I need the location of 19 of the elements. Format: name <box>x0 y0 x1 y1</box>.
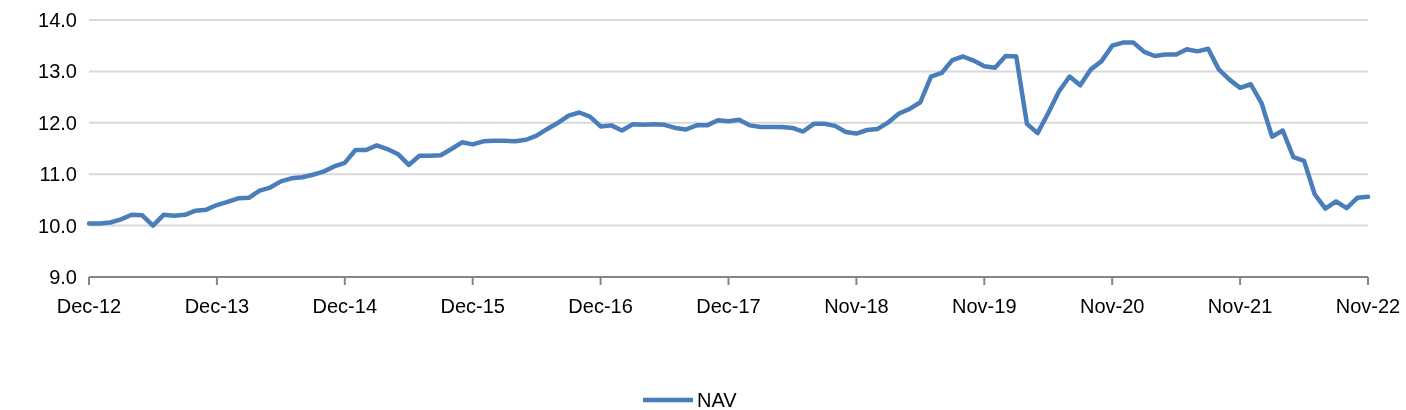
x-tick-label: Dec-15 <box>440 295 505 317</box>
y-tick-label: 12.0 <box>38 111 77 134</box>
x-tick-label: Dec-17 <box>696 295 761 317</box>
y-tick-label: 14.0 <box>38 9 77 31</box>
x-tick-label: Nov-21 <box>1207 295 1273 317</box>
x-tick-label: Dec-16 <box>568 295 633 317</box>
y-tick-label: 9.0 <box>49 266 77 288</box>
y-tick-label: 11.0 <box>39 163 77 186</box>
legend-label: NAV <box>697 389 738 410</box>
x-tick-label: Nov-20 <box>1079 295 1145 317</box>
line-series <box>86 40 1371 228</box>
x-tick-label: Nov-22 <box>1335 295 1401 317</box>
x-tick-label: Dec-12 <box>56 295 122 317</box>
x-tick-label: Dec-14 <box>312 295 378 317</box>
x-tick-label: Nov-18 <box>824 295 889 317</box>
x-tick-label: Dec-13 <box>184 295 250 317</box>
y-tick-label: 10.0 <box>38 214 77 237</box>
y-tick-label: 13.0 <box>38 60 77 83</box>
x-tick-label: Nov-19 <box>952 295 1017 317</box>
